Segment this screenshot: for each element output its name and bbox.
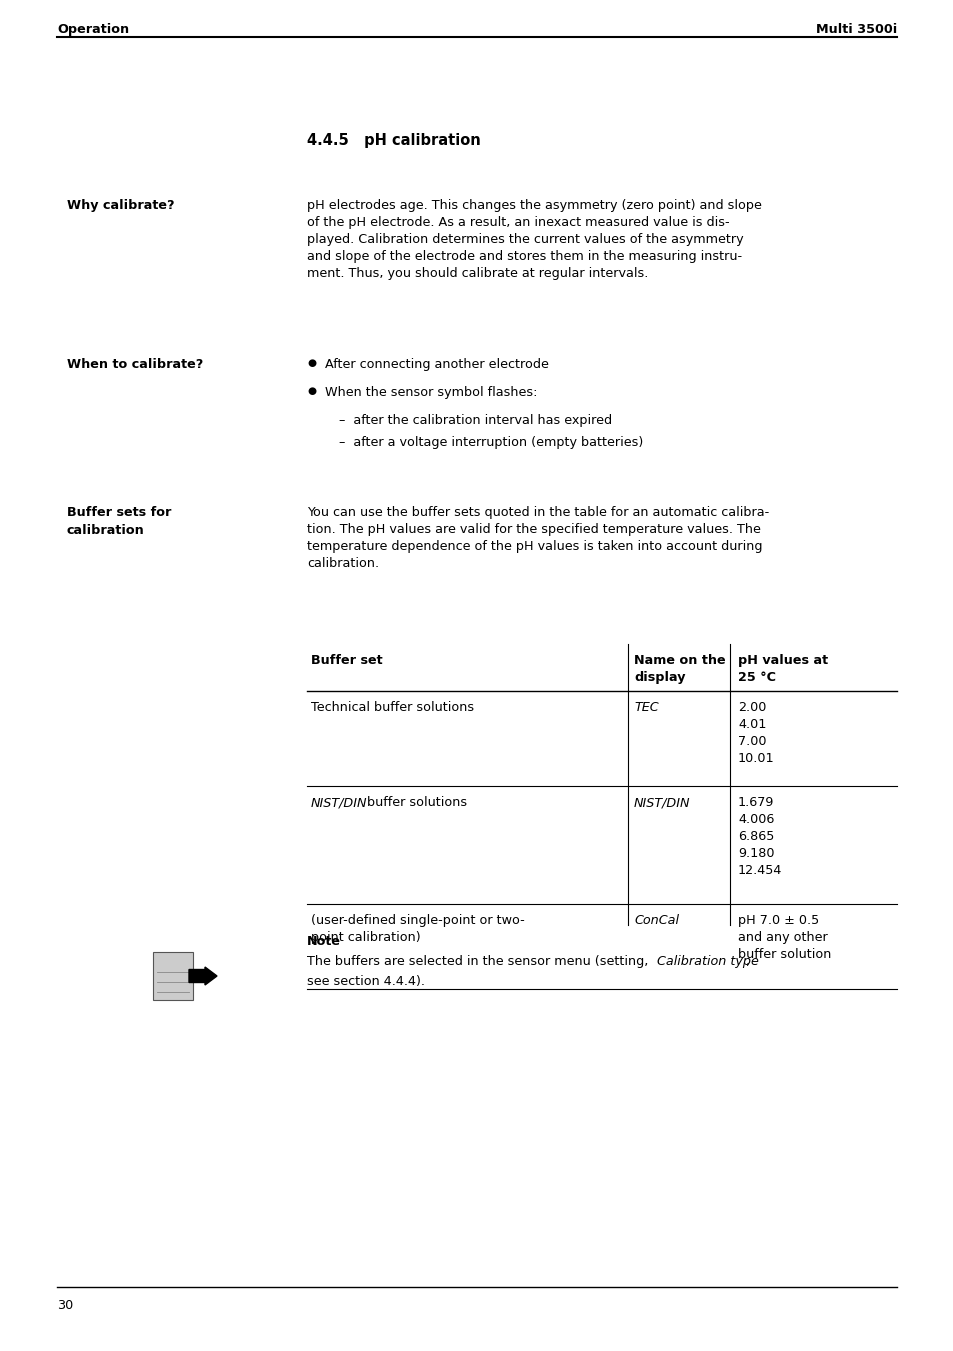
Text: Name on the
display: Name on the display xyxy=(634,654,725,684)
Text: Buffer sets for: Buffer sets for xyxy=(67,507,172,519)
Text: The buffers are selected in the sensor menu (setting,: The buffers are selected in the sensor m… xyxy=(307,955,652,969)
Text: After connecting another electrode: After connecting another electrode xyxy=(325,358,548,372)
Text: buffer solutions: buffer solutions xyxy=(363,796,467,809)
Text: NIST/DIN: NIST/DIN xyxy=(311,796,367,809)
Text: Why calibrate?: Why calibrate? xyxy=(67,199,174,212)
Text: Multi 3500i: Multi 3500i xyxy=(815,23,896,36)
Text: When to calibrate?: When to calibrate? xyxy=(67,358,203,372)
Text: Buffer set: Buffer set xyxy=(311,654,382,667)
Text: NIST/DIN: NIST/DIN xyxy=(634,796,690,809)
Text: 4.4.5   pH calibration: 4.4.5 pH calibration xyxy=(307,132,480,149)
Text: –  after the calibration interval has expired: – after the calibration interval has exp… xyxy=(338,413,612,427)
Text: Operation: Operation xyxy=(57,23,129,36)
Text: ,: , xyxy=(744,955,748,969)
Text: pH 7.0 ± 0.5
and any other
buffer solution: pH 7.0 ± 0.5 and any other buffer soluti… xyxy=(738,915,830,961)
Text: 2.00
4.01
7.00
10.01: 2.00 4.01 7.00 10.01 xyxy=(738,701,774,765)
Text: (user-defined single-point or two-
point calibration): (user-defined single-point or two- point… xyxy=(311,915,524,944)
Text: ●: ● xyxy=(307,358,315,367)
Text: ●: ● xyxy=(307,386,315,396)
Text: pH values at
25 °C: pH values at 25 °C xyxy=(738,654,827,684)
Text: see section 4.4.4).: see section 4.4.4). xyxy=(307,975,424,988)
Text: pH electrodes age. This changes the asymmetry (zero point) and slope
of the pH e: pH electrodes age. This changes the asym… xyxy=(307,199,761,280)
FancyArrow shape xyxy=(189,967,216,985)
Text: ConCal: ConCal xyxy=(634,915,679,927)
Text: 1.679
4.006
6.865
9.180
12.454: 1.679 4.006 6.865 9.180 12.454 xyxy=(738,796,781,877)
Text: –  after a voltage interruption (empty batteries): – after a voltage interruption (empty ba… xyxy=(338,436,642,449)
Text: 30: 30 xyxy=(57,1300,73,1312)
Text: When the sensor symbol flashes:: When the sensor symbol flashes: xyxy=(325,386,537,399)
Text: TEC: TEC xyxy=(634,701,658,713)
Text: Technical buffer solutions: Technical buffer solutions xyxy=(311,701,474,713)
Text: You can use the buffer sets quoted in the table for an automatic calibra-
tion. : You can use the buffer sets quoted in th… xyxy=(307,507,768,570)
Text: calibration: calibration xyxy=(67,524,145,536)
Text: Calibration type: Calibration type xyxy=(657,955,758,969)
Bar xyxy=(152,952,193,1000)
Text: Note: Note xyxy=(307,935,340,948)
